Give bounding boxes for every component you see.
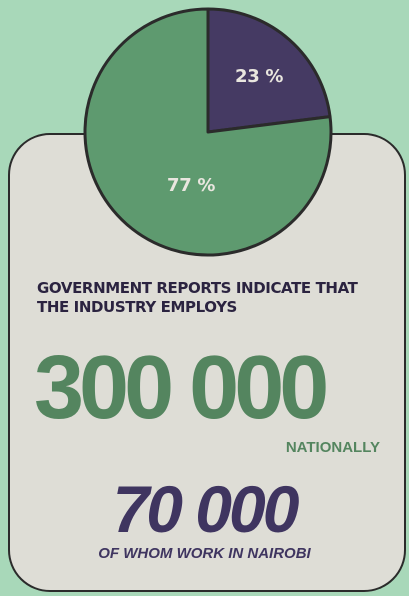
pie-slice-0 xyxy=(206,7,332,134)
nairobi-label: OF WHOM WORK IN NAIROBI xyxy=(98,545,311,562)
nationally-label: NATIONALLY xyxy=(285,439,380,456)
pie-label-green-slice: 77 % xyxy=(167,175,216,196)
pie-chart xyxy=(83,7,333,257)
pie-slice-1 xyxy=(83,7,333,257)
headline-text: GOVERNMENT REPORTS INDICATE THAT THE IND… xyxy=(37,279,358,316)
nairobi-employment-number: 70 000 xyxy=(112,472,300,546)
pie-label-purple-slice: 23 % xyxy=(235,66,284,87)
national-employment-number: 300 000 xyxy=(34,338,329,438)
